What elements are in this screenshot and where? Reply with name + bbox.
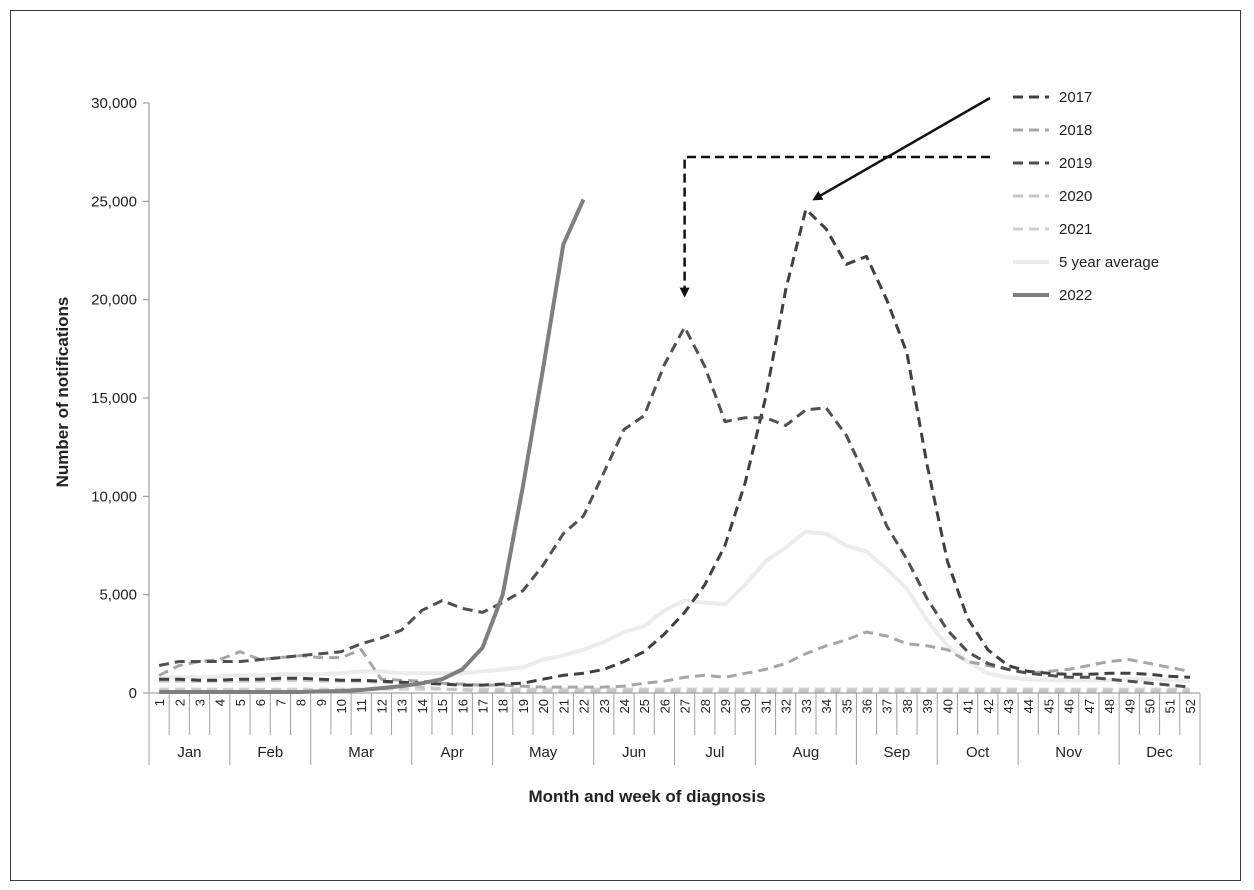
y-axis-title: Number of notifications	[53, 297, 72, 488]
x-tick-label: 22	[577, 699, 592, 713]
x-tick-label: 44	[1021, 699, 1036, 713]
series-line-2017	[159, 207, 1190, 687]
x-tick-label: 16	[455, 699, 470, 713]
legend: 2017 2018 2019 2020 2021 5 year average 2022	[1013, 89, 1159, 304]
x-tick-label: 41	[961, 699, 976, 713]
x-tick-label: 10	[334, 699, 349, 713]
x-tick-label: 43	[1001, 699, 1016, 713]
x-tick-label: 45	[1041, 699, 1056, 713]
legend-label: 2017	[1059, 89, 1092, 106]
x-tick-label: 14	[415, 699, 430, 713]
x-tick-label: 24	[617, 699, 632, 713]
x-tick-label: 29	[718, 699, 733, 713]
month-label: Jun	[622, 744, 646, 761]
x-tick-label: 52	[1183, 699, 1198, 713]
x-tick-label: 7	[273, 699, 288, 706]
y-tick-label: 10,000	[91, 488, 137, 505]
x-tick-label: 40	[940, 699, 955, 713]
series-line-2022	[159, 198, 586, 694]
x-tick-label: 20	[536, 699, 551, 713]
legend-label: 2022	[1059, 287, 1092, 304]
x-tick-label: 42	[981, 699, 996, 713]
series-line-2020	[159, 678, 1190, 693]
x-tick-label: 33	[799, 699, 814, 713]
month-label: May	[529, 744, 558, 761]
x-tick-label: 48	[1102, 699, 1117, 713]
x-tick-label: 31	[758, 699, 773, 713]
month-label: Jan	[177, 744, 201, 761]
month-label: Oct	[966, 744, 990, 761]
x-tick-label: 5	[233, 699, 248, 706]
x-tick-label: 13	[395, 699, 410, 713]
series-layer	[158, 198, 1191, 694]
x-tick-label: 4	[213, 699, 228, 706]
month-label: Feb	[257, 744, 283, 761]
x-tick-label: 51	[1163, 699, 1178, 713]
x-tick-label: 30	[738, 699, 753, 713]
y-tick-label: 30,000	[91, 95, 137, 112]
x-tick-label: 18	[496, 699, 511, 713]
x-tick-label: 15	[435, 699, 450, 713]
arrow-annotation	[812, 96, 991, 201]
legend-label: 2021	[1059, 221, 1092, 238]
month-label: Nov	[1055, 744, 1082, 761]
x-tick-label: 2	[172, 699, 187, 706]
series-line-5-year-average	[159, 529, 1190, 684]
x-tick-label: 3	[193, 699, 208, 706]
x-tick-label: 19	[516, 699, 531, 713]
x-tick-label: 6	[253, 699, 268, 706]
x-tick-label: 34	[819, 699, 834, 713]
x-tick-label: 1	[152, 699, 167, 706]
legend-label: 2019	[1059, 155, 1092, 172]
month-label: Mar	[348, 744, 374, 761]
chart-frame	[10, 10, 1241, 881]
x-tick-label: 50	[1142, 699, 1157, 713]
bracket-arrow-annotation	[679, 155, 990, 298]
x-tick-label: 12	[374, 699, 389, 713]
month-label: Apr	[441, 744, 464, 761]
month-label: Aug	[793, 744, 820, 761]
x-tick-label: 32	[779, 699, 794, 713]
month-label: Jul	[705, 744, 724, 761]
x-tick-label: 49	[1122, 699, 1137, 713]
y-tick-label: 20,000	[91, 292, 137, 309]
x-tick-label: 23	[597, 699, 612, 713]
y-tick-label: 0	[129, 685, 137, 702]
x-tick-label: 46	[1062, 699, 1077, 713]
month-label: Dec	[1146, 744, 1173, 761]
legend-label: 2018	[1059, 122, 1092, 139]
y-tick-label: 25,000	[91, 193, 137, 210]
x-tick-label: 35	[839, 699, 854, 713]
x-tick-label: 9	[314, 699, 329, 706]
x-tick-label: 11	[354, 699, 369, 713]
x-tick-label: 47	[1082, 699, 1097, 713]
y-tick-label: 5,000	[99, 587, 137, 604]
x-tick-label: 25	[637, 699, 652, 713]
legend-label: 2020	[1059, 188, 1092, 205]
x-tick-label: 28	[698, 699, 713, 713]
legend-label: 5 year average	[1059, 254, 1159, 271]
x-tick-label: 39	[920, 699, 935, 713]
x-tick-label: 26	[657, 699, 672, 713]
y-tick-label: 15,000	[91, 390, 137, 407]
x-tick-label: 17	[475, 699, 490, 713]
month-label: Sep	[883, 744, 910, 761]
x-tick-label: 27	[678, 699, 693, 713]
annotations	[679, 96, 991, 298]
x-tick-label: 37	[880, 699, 895, 713]
x-tick-label: 38	[900, 699, 915, 713]
x-axis-title: Month and week of diagnosis	[528, 787, 765, 806]
x-tick-label: 21	[556, 699, 571, 713]
x-tick-label: 8	[294, 699, 309, 706]
series-line-2019	[158, 325, 1191, 689]
x-tick-label: 36	[860, 699, 875, 713]
